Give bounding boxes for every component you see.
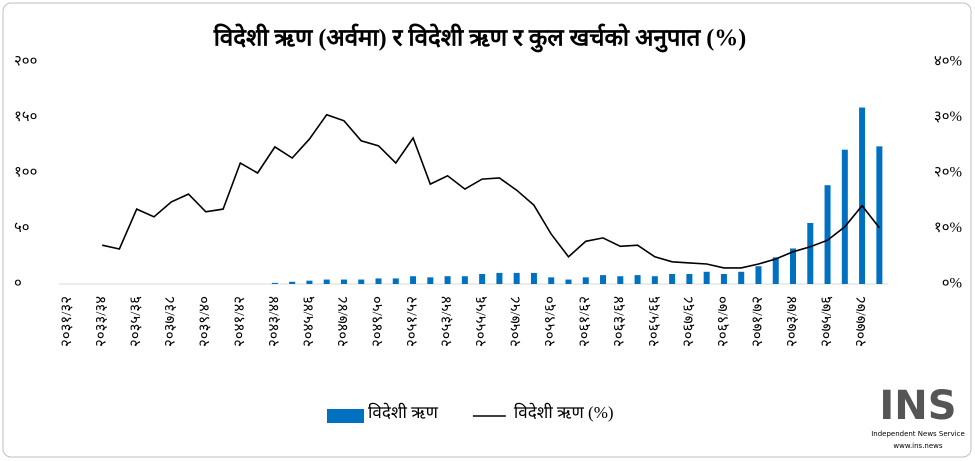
- x-tick-label: २०६३/६४: [612, 296, 628, 347]
- bar: [461, 276, 468, 284]
- bar: [375, 278, 382, 284]
- y2-tick-label: ४०%: [934, 53, 962, 69]
- legend-swatch: [327, 409, 364, 423]
- bar: [410, 276, 417, 284]
- y2-tick-label: ३०%: [934, 109, 962, 125]
- x-tick-label: २०६७/६८: [681, 296, 697, 347]
- bar: [513, 272, 520, 284]
- bar: [651, 276, 658, 284]
- bar: [548, 277, 555, 284]
- x-tick-label: २०३१/३२: [59, 296, 75, 347]
- bar: [686, 274, 693, 284]
- x-tick-label: २०४७/४८: [335, 296, 351, 347]
- logo: INS: [879, 383, 956, 429]
- bar: [340, 279, 347, 284]
- bar: [755, 266, 762, 284]
- bar: [565, 279, 572, 284]
- y-tick-label: २००: [14, 53, 37, 69]
- bar: [720, 274, 727, 284]
- bar: [859, 107, 866, 284]
- watermark: INS Independent News Service www.ins.new…: [866, 383, 970, 453]
- bar: [669, 274, 676, 284]
- x-tick-label: २०४३/४४: [266, 296, 282, 347]
- y-tick-label: १५०: [14, 109, 37, 125]
- x-tick-label: २०३७/३८: [163, 296, 179, 347]
- bar: [306, 280, 313, 284]
- x-tick-label: २०७३/७४: [784, 296, 800, 347]
- bar: [392, 278, 399, 284]
- bar: [271, 282, 278, 284]
- x-tick-label: २०४१/४२: [232, 296, 248, 347]
- y-tick-label: ५०: [14, 220, 30, 236]
- x-tick-label: २०७७/७८: [854, 296, 870, 347]
- x-tick-label: २०७५/७६: [819, 296, 835, 347]
- chart-title: विदेशी ऋण (अर्वमा) र विदेशी ऋण र कुल खर्…: [213, 24, 747, 53]
- legend-label: विदेशी ऋण (%): [514, 402, 614, 422]
- url: www.ins.news: [893, 442, 942, 450]
- logo-box: [866, 383, 970, 453]
- bar: [289, 281, 296, 284]
- bar: [444, 276, 451, 284]
- bar: [323, 279, 330, 284]
- bar: [807, 222, 814, 284]
- y-tick-label: १००: [14, 164, 37, 180]
- x-tick-label: २०५९/६०: [543, 296, 559, 347]
- bar: [876, 146, 883, 284]
- bar: [496, 272, 503, 284]
- bar: [703, 271, 710, 284]
- bar: [738, 271, 745, 284]
- bar: [600, 275, 607, 284]
- bar: [634, 275, 641, 284]
- x-tick-label: २०५७/५८: [508, 296, 524, 347]
- tagline: Independent News Service: [871, 430, 965, 438]
- x-tick-label: २०५१/५२: [404, 296, 420, 347]
- bar: [427, 277, 434, 284]
- y2-tick-label: ०%: [942, 275, 962, 291]
- legend-label: विदेशी ऋण: [368, 402, 439, 422]
- x-tick-label: २०५५/५६: [474, 296, 490, 347]
- bar: [824, 185, 831, 284]
- bar: [617, 276, 624, 284]
- x-tick-label: २०३५/३६: [128, 296, 144, 347]
- bar: [790, 248, 797, 284]
- x-tick-label: २०४९/५०: [370, 296, 386, 347]
- bar: [530, 272, 537, 284]
- line: [102, 113, 881, 269]
- x-tick-label: २०७१/७२: [750, 296, 766, 347]
- x-tick-label: २०४५/४६: [301, 296, 317, 347]
- x-tick-label: २०३९/४०: [197, 296, 213, 347]
- x-tick-label: २०३३/३४: [94, 296, 110, 347]
- x-tick-label: २०५३/५४: [439, 296, 455, 347]
- y2-tick-label: १०%: [934, 220, 962, 236]
- y-tick-label: ०: [14, 275, 22, 291]
- bar: [582, 277, 589, 284]
- bar: [479, 274, 486, 284]
- bar: [358, 279, 365, 284]
- bar: [772, 257, 779, 284]
- y2-tick-label: २०%: [934, 164, 962, 180]
- x-tick-label: २०६९/७०: [715, 296, 731, 347]
- x-tick-label: २०६५/६६: [646, 296, 662, 347]
- bar: [841, 149, 848, 284]
- x-tick-label: २०६१/६२: [577, 296, 593, 347]
